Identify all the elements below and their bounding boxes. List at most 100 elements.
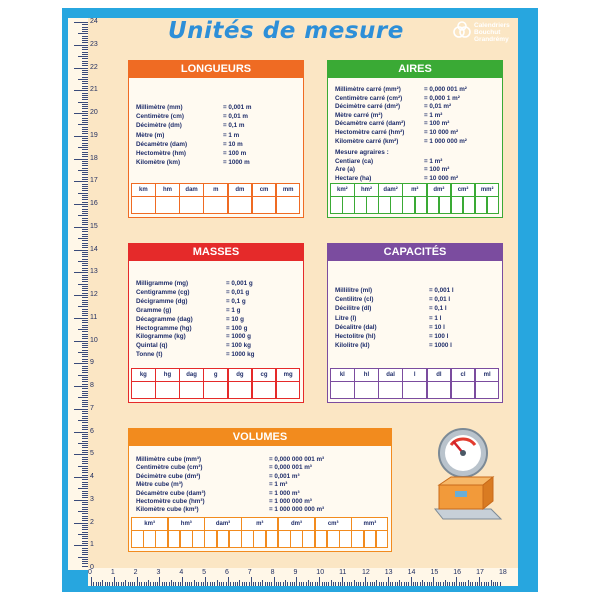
ruler-tick bbox=[74, 340, 88, 342]
ruler-tick bbox=[469, 582, 471, 586]
table-header-cell: hm bbox=[155, 183, 180, 197]
ruler-tick bbox=[287, 582, 289, 586]
ruler-tick bbox=[426, 582, 428, 586]
ruler-tick bbox=[82, 549, 88, 551]
ruler-tick bbox=[495, 582, 496, 586]
ruler-tick bbox=[82, 372, 88, 374]
ruler-tick bbox=[82, 347, 88, 348]
ruler-tick bbox=[164, 582, 165, 586]
table-header-cell: m³ bbox=[241, 517, 279, 531]
ruler-tick bbox=[358, 582, 359, 586]
ruler-tick bbox=[82, 479, 88, 480]
row-name: Centimètre (cm) bbox=[136, 113, 184, 121]
ruler-number: 4 bbox=[179, 569, 184, 576]
ruler-tick bbox=[294, 582, 295, 586]
ruler-tick bbox=[78, 124, 88, 126]
ruler-tick bbox=[348, 582, 350, 586]
ruler-tick bbox=[82, 72, 88, 73]
table-header-cell: mm bbox=[275, 183, 301, 197]
ruler-tick bbox=[82, 94, 88, 96]
ruler-tick bbox=[82, 338, 88, 339]
ruler-tick bbox=[472, 582, 473, 586]
row-name: Kilomètre cube (km³) bbox=[136, 506, 199, 514]
ruler-tick bbox=[82, 213, 88, 214]
row-name: Décagramme (dag) bbox=[136, 315, 193, 323]
table-empty-cell bbox=[203, 381, 229, 399]
row-value: = 1 g bbox=[226, 306, 241, 314]
row-value: = 0,001 m bbox=[223, 104, 252, 111]
ruler-tick bbox=[148, 580, 149, 586]
ruler-number: 18 bbox=[498, 569, 507, 576]
ruler-tick bbox=[269, 582, 270, 586]
ruler-tick bbox=[82, 395, 88, 396]
ruler-tick bbox=[82, 540, 88, 542]
ruler-tick bbox=[82, 388, 88, 389]
table-header-cell: cl bbox=[450, 368, 476, 382]
ruler-tick bbox=[82, 76, 88, 78]
row-value: = 0,000 001 m² bbox=[424, 86, 467, 93]
ruler-tick bbox=[82, 128, 88, 130]
ruler-tick bbox=[82, 486, 88, 487]
ruler-tick bbox=[78, 420, 88, 421]
ruler-tick bbox=[78, 533, 88, 535]
ruler-number: 20 bbox=[90, 109, 98, 116]
ruler-tick bbox=[182, 577, 183, 586]
ruler-tick bbox=[458, 582, 460, 586]
table-empty-cell bbox=[474, 196, 488, 214]
ruler-tick bbox=[476, 582, 478, 586]
ruler-tick bbox=[328, 582, 330, 586]
row-value: = 1 m³ bbox=[269, 481, 288, 489]
ruler-number: 15 bbox=[430, 569, 439, 576]
ruler-tick bbox=[78, 488, 88, 490]
ruler-tick bbox=[82, 552, 88, 553]
ruler-tick bbox=[474, 582, 476, 586]
ruler-tick bbox=[291, 582, 293, 586]
table-header-cell: l bbox=[402, 368, 428, 382]
ruler-tick bbox=[82, 256, 88, 257]
ruler-tick bbox=[82, 258, 88, 260]
ruler-tick bbox=[82, 429, 88, 430]
ruler-tick bbox=[82, 436, 88, 437]
table-header-cell: m bbox=[203, 183, 229, 197]
ruler-tick bbox=[82, 201, 88, 203]
ruler-tick bbox=[82, 244, 88, 246]
ruler-tick bbox=[78, 33, 88, 35]
ruler-tick bbox=[74, 22, 88, 23]
ruler-tick bbox=[82, 194, 88, 196]
table-header-cell: mm² bbox=[474, 183, 500, 197]
ruler-tick bbox=[82, 281, 88, 283]
ruler-tick bbox=[82, 131, 88, 132]
ruler-tick bbox=[106, 582, 108, 586]
ruler-tick bbox=[257, 582, 259, 586]
table-header-cell: cg bbox=[251, 368, 277, 382]
ruler-tick bbox=[296, 577, 298, 586]
row-name: Décamètre carré (dam²) bbox=[335, 120, 406, 128]
row-name: Centiare (ca) bbox=[335, 157, 374, 165]
ruler-tick bbox=[394, 582, 396, 586]
ruler-tick bbox=[367, 582, 368, 586]
ruler-tick bbox=[456, 577, 457, 586]
ruler-tick bbox=[184, 582, 186, 586]
table-empty-cell bbox=[378, 381, 403, 399]
ruler-tick bbox=[82, 274, 88, 276]
row-name: Mètre carré (m²) bbox=[335, 111, 383, 119]
ruler-tick bbox=[82, 424, 88, 426]
ruler-tick bbox=[82, 502, 88, 503]
table-header-cell: dm³ bbox=[277, 517, 316, 531]
ruler-tick bbox=[227, 577, 229, 586]
ruler-tick bbox=[271, 582, 273, 586]
ruler-tick bbox=[82, 308, 88, 310]
ruler-tick bbox=[82, 440, 88, 442]
ruler-tick bbox=[82, 399, 88, 401]
ruler-tick bbox=[74, 363, 88, 364]
ruler-tick bbox=[82, 133, 88, 135]
ruler-tick bbox=[380, 582, 382, 586]
ruler-number: 6 bbox=[224, 569, 229, 576]
table-header-cell: dm bbox=[227, 183, 253, 197]
table-header-cell: hm³ bbox=[167, 517, 205, 531]
ruler-tick bbox=[403, 582, 405, 586]
ruler-tick bbox=[82, 390, 88, 392]
ruler-tick bbox=[74, 386, 88, 387]
ruler-tick bbox=[319, 577, 320, 586]
ruler-tick bbox=[74, 408, 88, 410]
